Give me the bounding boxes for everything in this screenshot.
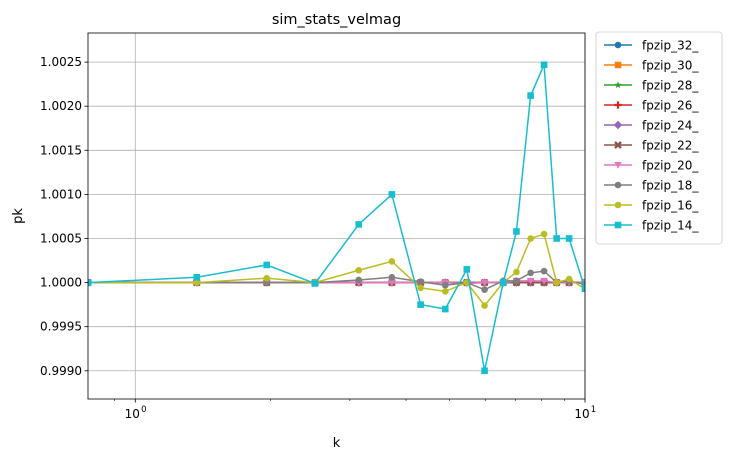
data-point: [553, 235, 560, 242]
data-point: [540, 277, 548, 285]
axis-ticks: 0.9990 0.9995 1.0000 1.0005 1.0010 1.0015 1.00…: [40, 55, 596, 421]
data-point: [417, 284, 424, 292]
data-point: [614, 201, 622, 209]
data-point: [417, 301, 424, 308]
legend-item: fpzip_28_: [604, 79, 699, 93]
data-point: [540, 267, 548, 275]
plot-frame: [87, 32, 586, 400]
data-point: [565, 235, 573, 242]
data-point: [614, 101, 622, 109]
legend-label: fpzip_20_: [642, 159, 699, 173]
data-point: [614, 41, 622, 49]
legend-item: fpzip_24_: [604, 119, 699, 133]
data-point: [513, 228, 520, 235]
legend-item: fpzip_26_: [604, 99, 699, 113]
data-point: [614, 221, 622, 229]
data-point: [540, 61, 548, 69]
y-tick-label: 1.0010: [40, 187, 82, 201]
legend-label: fpzip_22_: [642, 139, 699, 153]
data-point: [263, 261, 271, 269]
y-tick-label: 1.0020: [40, 99, 82, 113]
data-point: [355, 276, 363, 284]
y-tick-label: 0.9995: [40, 320, 82, 334]
data-point: [527, 92, 534, 99]
legend-label: fpzip_30_: [642, 59, 699, 73]
data-point: [527, 269, 534, 277]
data-point: [311, 280, 319, 287]
data-point: [193, 273, 201, 281]
y-tick-label: 0.9990: [40, 364, 82, 378]
data-point: [613, 120, 623, 130]
legend-item: fpzip_14_: [604, 219, 699, 233]
legend-item: fpzip_32_: [604, 39, 699, 53]
data-point: [355, 221, 363, 228]
data-point: [540, 230, 548, 238]
data-point: [614, 61, 622, 69]
data-point: [388, 191, 396, 198]
chart-title: sim_stats_velmag: [272, 12, 401, 28]
data-point: [88, 279, 92, 286]
legend-item: fpzip_16_: [604, 199, 699, 213]
legend-label: fpzip_24_: [642, 119, 699, 133]
data-point: [581, 285, 585, 293]
data-point: [526, 277, 535, 285]
data-point: [513, 277, 520, 285]
x-tick-exponent: 1: [591, 405, 596, 415]
legend-label: fpzip_26_: [642, 99, 699, 113]
data-point: [614, 141, 622, 149]
data-point: [441, 288, 449, 295]
y-tick-label: 1.0025: [40, 55, 82, 69]
data-point: [513, 268, 520, 276]
data-point: [614, 162, 622, 169]
data-point: [441, 305, 449, 313]
data-point: [263, 274, 271, 282]
data-point: [463, 266, 471, 273]
data-point: [553, 279, 560, 286]
data-point: [481, 286, 488, 293]
legend: fpzip_32_ fpzip_30_ fpzip_28_ fpzip_26_fpzi…: [595, 31, 723, 245]
legend-item: fpzip_20_: [604, 159, 699, 173]
plot-data: [88, 61, 585, 375]
series-fpzip_14_: [88, 61, 585, 375]
data-point: [614, 181, 622, 189]
data-point: [388, 279, 396, 287]
x-tick-label: 10: [125, 407, 140, 421]
y-tick-label: 1.0000: [40, 276, 82, 290]
data-point: [481, 367, 488, 375]
y-axis-label: pk: [11, 208, 26, 224]
legend-label: fpzip_28_: [642, 79, 699, 93]
data-point: [480, 279, 489, 287]
data-point: [614, 81, 622, 89]
data-point: [499, 279, 507, 286]
legend-label: fpzip_16_: [642, 199, 699, 213]
legend-label: fpzip_14_: [642, 219, 699, 233]
data-point: [481, 302, 488, 309]
data-point: [355, 266, 363, 274]
legend-item: fpzip_18_: [604, 179, 699, 193]
data-point: [565, 275, 573, 283]
legend-item: fpzip_30_: [604, 59, 699, 73]
x-axis-label: k: [333, 436, 341, 451]
data-point: [417, 278, 424, 286]
legend-label: fpzip_18_: [642, 179, 699, 193]
data-point: [193, 279, 201, 286]
legend-item: fpzip_22_: [604, 139, 699, 153]
data-point: [388, 273, 396, 281]
x-tick-label: 10: [574, 407, 589, 421]
y-tick-label: 1.0005: [40, 231, 82, 245]
legend-label: fpzip_32_: [642, 39, 699, 53]
x-tick-exponent: 0: [141, 405, 146, 415]
data-point: [441, 281, 449, 289]
y-tick-label: 1.0015: [40, 143, 82, 157]
data-point: [527, 235, 534, 242]
data-point: [388, 258, 396, 265]
